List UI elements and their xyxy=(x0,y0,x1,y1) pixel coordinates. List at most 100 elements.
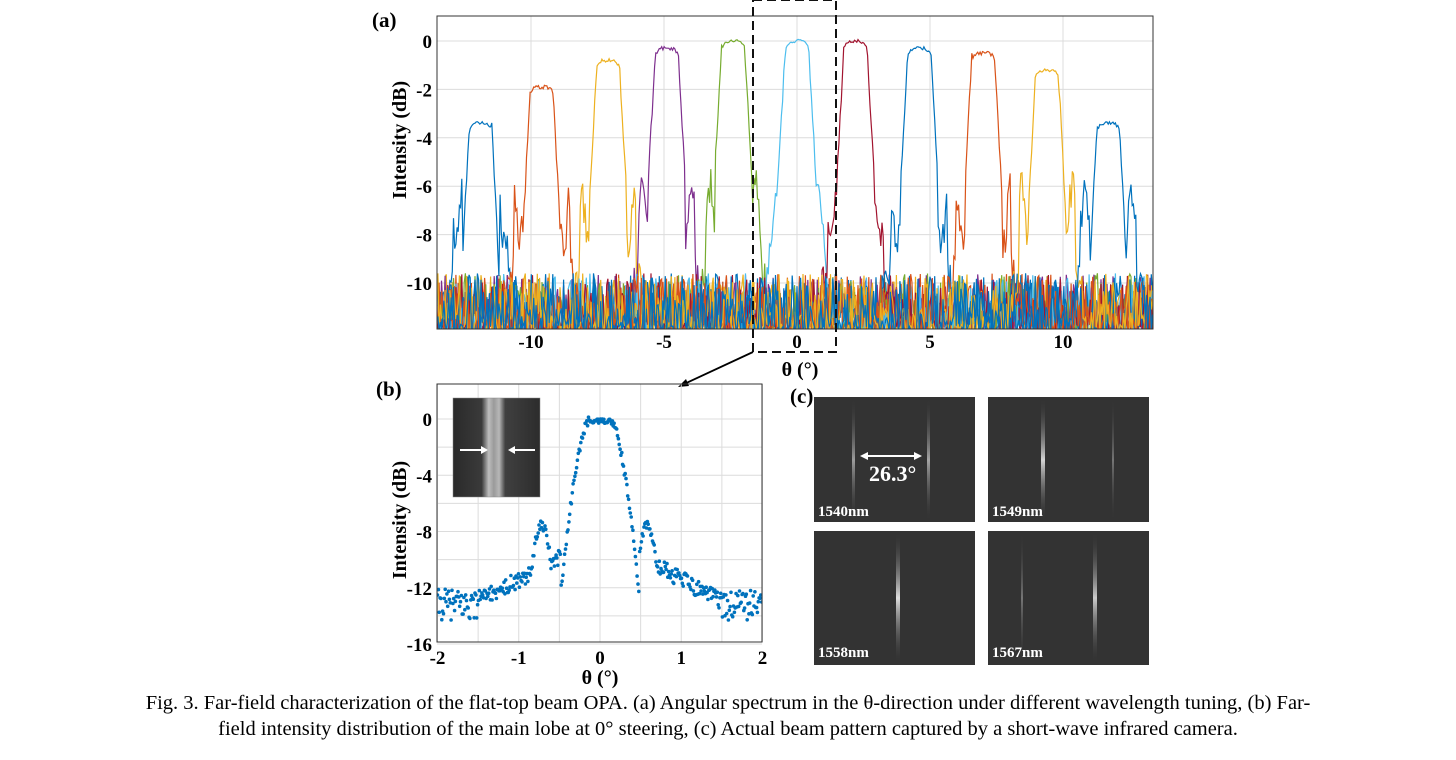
data-point xyxy=(630,525,634,529)
data-point xyxy=(468,616,472,621)
panel-b-ylabel: Intensity (dB) xyxy=(389,461,411,579)
y-tick-label: -2 xyxy=(416,80,432,101)
data-point xyxy=(632,547,637,552)
data-point xyxy=(669,572,674,576)
data-point xyxy=(518,575,523,579)
data-point xyxy=(582,431,586,436)
data-point xyxy=(561,573,565,577)
data-point xyxy=(535,535,540,539)
panel-c: (c) 26.3° 1540nm 1549nm 1558nm 15 xyxy=(790,384,1149,665)
data-point xyxy=(739,600,743,605)
data-point xyxy=(654,560,658,564)
series-beam-9 xyxy=(437,50,1153,329)
x-tick-label: 10 xyxy=(1054,332,1073,353)
data-point xyxy=(490,598,494,602)
data-point xyxy=(628,511,633,515)
x-tick-label: 0 xyxy=(595,648,605,669)
data-point xyxy=(567,520,571,524)
data-point xyxy=(729,590,733,595)
data-point xyxy=(710,586,714,591)
panel-a-axes-box xyxy=(436,15,1154,330)
data-point xyxy=(524,575,528,580)
data-point xyxy=(655,565,660,569)
data-point xyxy=(724,611,729,616)
data-point xyxy=(614,427,619,431)
data-point xyxy=(513,587,517,592)
data-point xyxy=(457,604,462,609)
data-point xyxy=(447,597,452,602)
data-point xyxy=(680,581,685,586)
data-point xyxy=(713,588,717,592)
data-point xyxy=(572,478,576,483)
data-point xyxy=(457,595,461,599)
data-point xyxy=(724,593,728,597)
data-point xyxy=(552,564,557,568)
data-point xyxy=(681,584,685,588)
data-point xyxy=(445,592,449,596)
span-annotation: 26.3° xyxy=(869,461,916,486)
data-point xyxy=(503,578,508,582)
data-point xyxy=(478,597,483,602)
data-point xyxy=(564,542,569,547)
data-point xyxy=(620,450,624,455)
data-point xyxy=(440,617,444,622)
data-point xyxy=(442,596,447,601)
data-point xyxy=(475,602,480,607)
zoom-arrow-head xyxy=(678,379,689,387)
data-point xyxy=(453,599,458,604)
data-point xyxy=(638,546,643,551)
data-point xyxy=(716,603,720,607)
data-point xyxy=(441,611,446,616)
y-tick-label: -12 xyxy=(407,579,432,600)
data-point xyxy=(725,598,730,603)
data-point xyxy=(699,589,703,593)
camera-label-1549: 1549nm xyxy=(992,504,1043,520)
data-point xyxy=(732,610,737,615)
data-point xyxy=(446,589,451,593)
data-point xyxy=(679,576,684,580)
data-point xyxy=(459,593,464,598)
data-point xyxy=(695,582,699,587)
data-point xyxy=(728,604,732,609)
data-point xyxy=(494,596,499,601)
data-point xyxy=(547,545,552,549)
data-point xyxy=(753,590,757,594)
data-point xyxy=(637,589,641,594)
y-tick-label: -8 xyxy=(416,226,432,247)
y-tick-label: -10 xyxy=(407,274,432,295)
panel-b-label: (b) xyxy=(376,377,402,401)
data-point xyxy=(451,601,455,606)
data-point xyxy=(636,582,640,586)
data-point xyxy=(543,524,547,528)
data-point xyxy=(554,553,558,557)
data-point xyxy=(631,539,636,543)
data-point xyxy=(685,574,690,578)
data-point xyxy=(466,606,471,610)
data-point xyxy=(544,527,548,532)
data-point xyxy=(562,562,566,567)
data-point xyxy=(759,600,762,604)
data-point xyxy=(748,588,753,593)
inset-arrow-left-head xyxy=(508,446,515,454)
y-tick-label: -8 xyxy=(416,523,432,544)
data-point xyxy=(616,436,621,441)
data-point xyxy=(633,554,638,559)
data-point xyxy=(648,527,652,531)
series-beam-11 xyxy=(437,120,1153,329)
data-point xyxy=(445,604,450,609)
data-point xyxy=(444,599,448,604)
data-point xyxy=(696,579,701,584)
data-point xyxy=(665,561,669,566)
data-point xyxy=(623,471,627,476)
panel-c-label: (c) xyxy=(790,384,813,408)
data-point xyxy=(645,519,650,524)
data-point xyxy=(691,589,696,593)
data-point xyxy=(560,579,564,583)
camera-frame-1567: 1567nm xyxy=(988,531,1149,665)
data-point xyxy=(493,591,498,595)
data-point xyxy=(458,599,463,604)
data-point xyxy=(715,590,720,594)
data-point xyxy=(437,587,441,592)
span-arrow-left-head xyxy=(860,452,868,460)
data-point xyxy=(449,618,453,622)
